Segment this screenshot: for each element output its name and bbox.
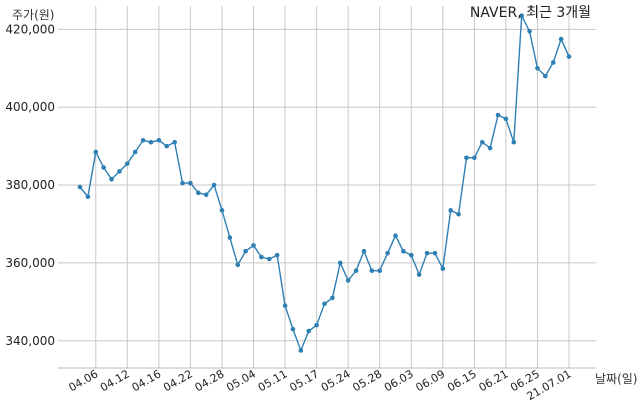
x-tick-label: 06.09 [414, 367, 448, 394]
data-point [369, 268, 375, 273]
data-points [77, 13, 572, 353]
y-tick-label: 420,000 [5, 22, 55, 36]
data-point [266, 256, 272, 262]
data-point [322, 301, 327, 307]
data-point [543, 73, 548, 79]
data-point [148, 139, 154, 145]
data-point [401, 248, 406, 254]
y-tick-label: 380,000 [5, 178, 55, 192]
data-point [251, 243, 256, 248]
data-point [345, 278, 351, 283]
data-point [235, 262, 241, 268]
x-axis-label: 날짜(일) [595, 372, 637, 386]
data-point [503, 116, 509, 122]
data-point [125, 161, 130, 166]
data-point [132, 149, 138, 155]
x-tick-label: 04.16 [130, 367, 164, 394]
data-point [511, 139, 517, 145]
data-point [416, 272, 422, 277]
data-point [243, 248, 248, 254]
x-tick-label: 06.21 [477, 367, 511, 394]
data-point [353, 268, 359, 273]
data-point [172, 139, 177, 145]
x-tick-label: 06.03 [382, 367, 416, 394]
chart-title: NAVER, 최근 3개월 [470, 5, 591, 21]
data-point [227, 235, 233, 240]
data-point [259, 254, 264, 260]
x-tick-label: 05.11 [256, 367, 290, 394]
data-point [472, 155, 477, 161]
data-point [440, 266, 446, 272]
data-point [456, 211, 461, 217]
data-point [408, 252, 414, 258]
x-tick-labels: 04.0604.1204.1604.2204.2805.0405.1105.17… [66, 367, 573, 403]
data-point [93, 149, 99, 155]
data-point [487, 145, 493, 151]
data-point [330, 295, 335, 301]
y-tick-label: 360,000 [5, 256, 55, 270]
data-point [274, 252, 280, 258]
data-point [298, 348, 304, 353]
y-axis-label: 주가(원) [12, 8, 54, 22]
x-tick-label: 05.24 [319, 367, 353, 394]
x-tick-label: 04.12 [98, 367, 132, 394]
data-point [211, 182, 217, 188]
data-point [495, 112, 501, 118]
data-point [448, 208, 453, 213]
data-point [188, 180, 193, 186]
data-point [558, 36, 564, 42]
data-point [337, 260, 343, 266]
data-point [314, 322, 319, 328]
data-point [77, 184, 83, 190]
x-tick-label: 05.17 [287, 367, 321, 394]
x-tick-label: 04.06 [66, 367, 100, 394]
data-point [464, 155, 469, 161]
x-tick-label: 05.04 [224, 367, 258, 394]
data-point [535, 65, 540, 71]
data-point [566, 54, 572, 59]
data-point [306, 328, 312, 334]
series-line [79, 13, 570, 353]
data-point [196, 190, 201, 196]
y-tick-labels: 340,000 360,000 380,000 400,000 420,000 [5, 22, 55, 347]
data-point [385, 250, 390, 256]
data-point [424, 250, 430, 256]
data-point [109, 176, 114, 182]
data-point [290, 326, 296, 332]
data-point [282, 303, 288, 309]
data-point [203, 192, 209, 198]
data-point [140, 137, 146, 143]
y-tick-label: 400,000 [5, 100, 55, 114]
x-tick-label: 06.15 [445, 367, 479, 394]
data-point [156, 137, 162, 143]
data-point [550, 60, 556, 65]
x-tick-label: 04.22 [161, 367, 195, 394]
data-point [479, 139, 485, 145]
data-point [85, 194, 91, 200]
data-point [519, 13, 524, 19]
data-point [164, 143, 170, 149]
horizontal-gridlines [58, 28, 596, 342]
data-point [117, 169, 122, 174]
data-point [219, 208, 225, 213]
data-point [361, 248, 367, 254]
data-point [180, 180, 185, 186]
vertical-gridlines [95, 6, 570, 368]
data-point [377, 268, 383, 273]
data-point [393, 233, 398, 238]
x-tick-label: 05.28 [350, 367, 384, 394]
x-tick-label: 04.28 [193, 367, 227, 394]
data-point [101, 165, 106, 170]
data-point [527, 29, 532, 34]
data-point [432, 250, 438, 256]
y-tick-label: 340,000 [5, 334, 55, 348]
